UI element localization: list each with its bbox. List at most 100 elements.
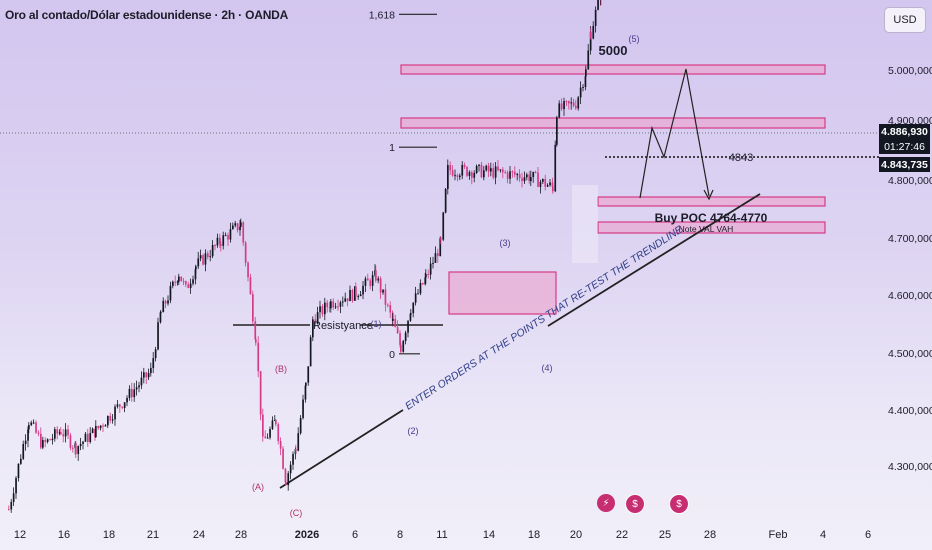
- candle-body: [244, 242, 247, 263]
- candle-body: [37, 432, 40, 434]
- candle-body: [64, 429, 67, 437]
- symbol-title: Oro al contado/Dólar estadounidense · 2h…: [5, 8, 289, 22]
- candle-body: [518, 174, 521, 179]
- time-axis-label: 28: [235, 529, 247, 541]
- candle-body: [222, 235, 225, 246]
- candle-body: [404, 332, 407, 342]
- candle-body: [79, 443, 82, 447]
- candle-body: [12, 493, 15, 502]
- candle-body: [577, 97, 580, 109]
- candle-body: [537, 172, 539, 187]
- bar-countdown: 01:27:46: [879, 139, 930, 154]
- candle-body: [328, 307, 331, 309]
- candle-body: [554, 144, 557, 192]
- candle-body: [407, 320, 409, 333]
- wave-1-label: (1): [371, 319, 382, 329]
- economic-event-icon[interactable]: $: [625, 494, 645, 514]
- candle-body: [214, 245, 216, 247]
- candle-body: [499, 169, 502, 171]
- time-axis-label: 14: [483, 529, 495, 541]
- candle-body: [354, 286, 356, 301]
- candle-body: [240, 222, 242, 227]
- candle-body: [249, 277, 252, 295]
- candle-body: [321, 306, 324, 315]
- price-axis-label: 4.400,000: [888, 405, 932, 417]
- candle-body: [51, 438, 54, 441]
- candle-body: [425, 274, 427, 278]
- candle-body: [195, 266, 197, 270]
- candle-body: [414, 293, 417, 303]
- poc-zone[interactable]: [597, 196, 826, 207]
- candle-body: [232, 225, 234, 230]
- time-axis-label: 24: [193, 529, 205, 541]
- price-axis-label: 4.500,000: [888, 348, 932, 360]
- candle-body: [147, 373, 150, 378]
- candle-body: [459, 175, 461, 178]
- candle-body: [334, 306, 337, 308]
- time-axis-label: 16: [58, 529, 70, 541]
- candle-body: [544, 179, 547, 187]
- candle-body: [442, 212, 445, 240]
- candle-body: [589, 31, 592, 51]
- candle-body: [56, 429, 59, 434]
- candle-body: [169, 285, 172, 301]
- candle-body: [417, 293, 419, 295]
- target-zone-5000[interactable]: [400, 64, 826, 75]
- candle-body: [439, 238, 442, 257]
- val-vah-zone[interactable]: [597, 221, 826, 234]
- projection-arrow: [703, 189, 714, 201]
- flash-event-icon[interactable]: ⚡: [597, 494, 615, 512]
- candle-body: [526, 174, 528, 178]
- candle-body: [409, 313, 412, 321]
- candle-body: [262, 414, 264, 437]
- candle-body: [437, 253, 439, 257]
- candle-body: [382, 289, 384, 293]
- candle-body: [143, 372, 145, 378]
- candle-body: [302, 399, 304, 419]
- candle-body: [568, 101, 570, 104]
- candle-body: [207, 253, 209, 258]
- candle-body: [295, 449, 297, 451]
- candle-body: [466, 166, 468, 176]
- candle-body: [87, 433, 89, 443]
- candle-body: [197, 258, 200, 267]
- candle-body: [384, 289, 387, 305]
- candle-body: [492, 168, 495, 178]
- candle-body: [570, 102, 573, 104]
- time-axis-label: 6: [865, 529, 871, 541]
- candle-body: [279, 440, 282, 449]
- candle-body: [97, 426, 100, 429]
- candle-body: [349, 290, 351, 302]
- candle-body: [506, 172, 509, 179]
- candle-body: [434, 253, 437, 263]
- currency-button[interactable]: USD: [884, 7, 926, 33]
- candle-body: [284, 468, 287, 483]
- candle-body: [247, 262, 249, 278]
- candle-body: [511, 171, 514, 173]
- time-axis-label: 28: [704, 529, 716, 541]
- trendline-note: ENTER ORDERS AT THE POINTS THAT RE-TEST …: [403, 223, 686, 412]
- candle-body: [399, 333, 401, 345]
- projection-path[interactable]: [639, 68, 710, 199]
- economic-event-icon[interactable]: $: [669, 494, 689, 514]
- candle-body: [337, 306, 339, 308]
- candle-body: [172, 281, 174, 286]
- candle-body: [109, 415, 112, 421]
- resistance-zone-4900[interactable]: [400, 117, 826, 129]
- candle-body: [422, 283, 424, 285]
- candle-body: [75, 443, 77, 455]
- candle-body: [461, 164, 464, 176]
- wave-5-label: (5): [629, 34, 640, 44]
- lower-trendline[interactable]: [279, 409, 404, 489]
- time-axis-label: Feb: [769, 529, 788, 541]
- upper-trendline[interactable]: [547, 193, 761, 327]
- candle-body: [162, 300, 165, 313]
- candle-body: [154, 349, 157, 359]
- candle-body: [364, 278, 367, 286]
- candle-body: [475, 165, 478, 173]
- candle-body: [150, 368, 152, 374]
- consolidation-box[interactable]: [448, 271, 557, 315]
- wave-4-label: (4): [542, 363, 553, 373]
